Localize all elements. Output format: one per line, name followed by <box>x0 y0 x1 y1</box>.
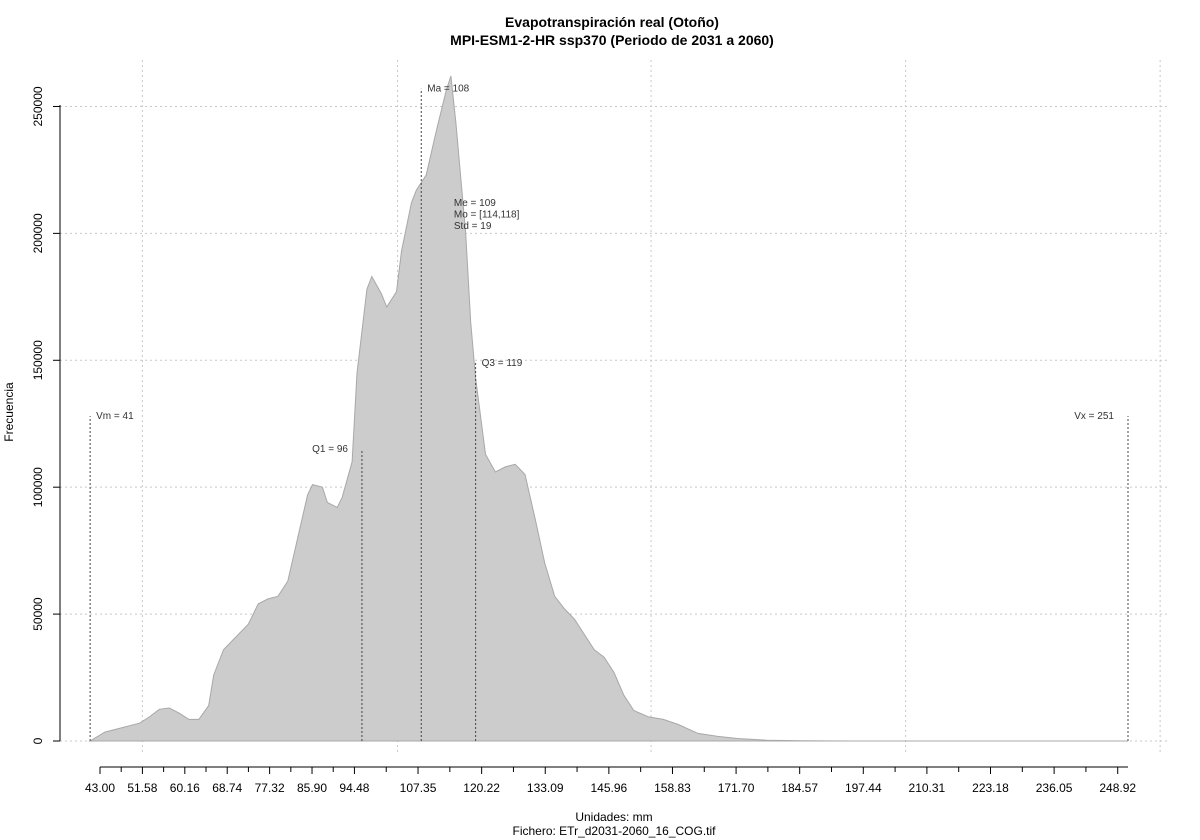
stat-annotations: Vm = 41 Q1 = 96 Ma = 108 Q3 = 119 Vx = 251 Me… <box>89 84 1129 741</box>
stat-label: Q3 = 119 <box>482 358 523 369</box>
x-tick-label: 133.09 <box>527 781 564 795</box>
y-tick-label: 50000 <box>31 597 45 631</box>
density-area <box>88 75 1128 742</box>
chart-subtitle: MPI-ESM1-2-HR ssp370 (Periodo de 2031 a … <box>450 32 774 48</box>
y-tick-label: 100000 <box>31 467 45 507</box>
x-tick-label: 210.31 <box>909 781 946 795</box>
y-tick-label: 0 <box>31 737 45 744</box>
density-area-path <box>88 75 1128 742</box>
stat-label: Vm = 41 <box>96 411 134 422</box>
x-tick-label: 223.18 <box>972 781 1009 795</box>
x-axis-title: Unidades: mm <box>575 810 652 824</box>
stat-label: Vx = 251 <box>1074 411 1114 422</box>
stats-block-line: Std = 19 <box>454 221 492 232</box>
x-tick-label: 184.57 <box>781 781 818 795</box>
x-tick-label: 145.96 <box>591 781 628 795</box>
x-tick-label: 94.48 <box>339 781 369 795</box>
y-axis-title: Frecuencia <box>2 382 16 442</box>
x-tick-label: 60.16 <box>170 781 200 795</box>
x-tick-label: 171.70 <box>718 781 755 795</box>
stats-block-line: Mo = [114,118] <box>454 210 520 221</box>
stat-label: Q1 = 96 <box>312 444 348 455</box>
x-tick-label: 248.92 <box>1099 781 1136 795</box>
x-tick-label: 85.90 <box>297 781 327 795</box>
x-tick-label: 107.35 <box>400 781 437 795</box>
x-axis-ticks: 43.00 51.58 60.16 68.74 77.32 85.90 94.48 107.3… <box>85 767 1136 795</box>
x-tick-label: 197.44 <box>845 781 882 795</box>
x-tick-label: 68.74 <box>212 781 242 795</box>
chart-title: Evapotranspiración real (Otoño) <box>505 14 719 30</box>
y-tick-label: 250000 <box>31 86 45 126</box>
x-tick-label: 120.22 <box>463 781 500 795</box>
y-tick-label: 150000 <box>31 340 45 380</box>
y-axis-ticks: 0 50000 100000 150000 200000 250000 <box>31 86 60 744</box>
x-tick-label: 51.58 <box>127 781 157 795</box>
stat-label: Ma = 108 <box>427 84 469 95</box>
stats-block-line: Me = 109 <box>454 198 496 209</box>
file-footer: Fichero: ETr_d2031-2060_16_COG.tif <box>513 824 717 838</box>
x-tick-label: 158.83 <box>654 781 691 795</box>
x-tick-label: 236.05 <box>1036 781 1073 795</box>
y-tick-label: 200000 <box>31 213 45 253</box>
x-tick-label: 43.00 <box>85 781 115 795</box>
x-tick-label: 77.32 <box>255 781 285 795</box>
